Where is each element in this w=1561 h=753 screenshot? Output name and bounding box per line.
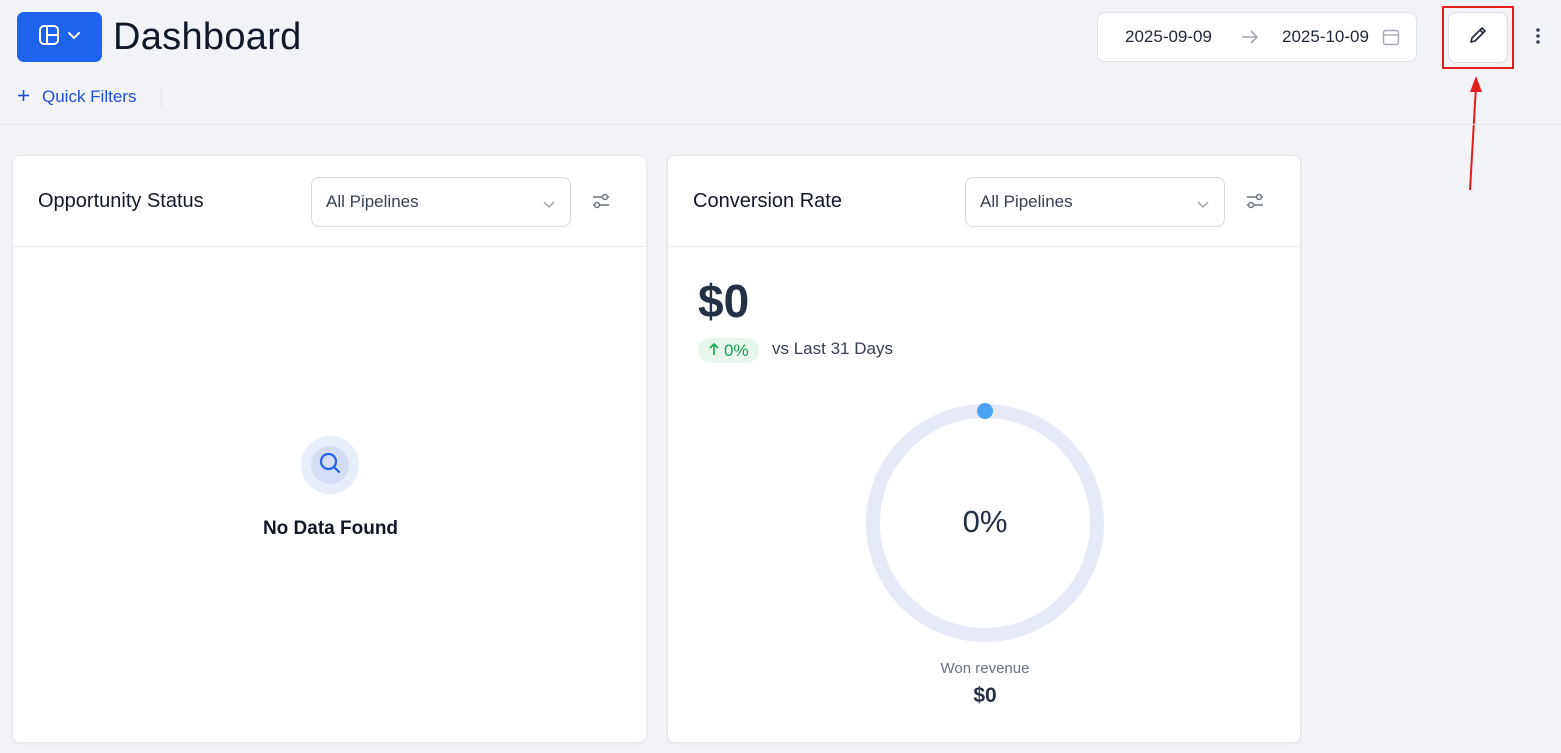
opportunity-status-card: Opportunity Status All Pipelines No Data… [12,155,647,743]
select-value: All Pipelines [980,192,1073,211]
chevron-down-icon [66,27,82,48]
layout-icon [38,24,60,51]
card-header: Opportunity Status All Pipelines [13,156,646,247]
pipeline-select[interactable]: All Pipelines [311,177,571,227]
annotation-highlight-box [1442,6,1514,69]
pencil-icon [1467,24,1489,51]
empty-state-icon [301,436,359,494]
pipeline-select[interactable]: All Pipelines [965,177,1225,227]
sliders-icon[interactable] [591,193,611,214]
arrow-up-icon [708,341,720,361]
conversion-value: $0 [698,275,750,327]
won-revenue-value: $0 [973,684,997,707]
date-end[interactable]: 2025-10-09 [1282,27,1369,46]
divider [161,86,162,108]
gauge-percent: 0% [962,504,1008,539]
conversion-rate-card: Conversion Rate All Pipelines $0 0% vs L… [667,155,1301,743]
card-title: Conversion Rate [693,190,842,212]
change-label: vs Last 31 Days [772,339,893,358]
quick-filters-button[interactable]: Quick Filters [17,85,136,109]
edit-dashboard-button[interactable] [1448,12,1508,63]
empty-state-text: No Data Found [262,518,399,539]
arrow-right-icon [1240,27,1260,52]
quick-filters-label: Quick Filters [42,87,137,106]
more-vertical-icon [1535,26,1541,51]
gauge-indicator [977,403,993,419]
more-options-button[interactable] [1528,24,1548,52]
divider [0,124,1561,125]
conversion-gauge [858,396,1112,655]
plus-icon [17,87,30,107]
page-title: Dashboard [113,16,302,58]
dashboard-layout-button[interactable] [17,12,102,62]
calendar-icon [1382,28,1400,51]
change-percent: 0% [724,340,749,360]
date-range-picker[interactable]: 2025-09-09 2025-10-09 [1097,12,1417,62]
won-revenue-label: Won revenue [940,660,1030,677]
sliders-icon[interactable] [1245,193,1265,214]
card-header: Conversion Rate All Pipelines [668,156,1300,247]
select-value: All Pipelines [326,192,419,211]
chevron-down-icon [1196,196,1210,216]
annotation-arrow [1460,72,1490,199]
card-title: Opportunity Status [38,190,204,212]
date-start[interactable]: 2025-09-09 [1125,27,1212,46]
change-badge: 0% [698,338,759,363]
chevron-down-icon [542,196,556,216]
search-icon [317,450,343,481]
